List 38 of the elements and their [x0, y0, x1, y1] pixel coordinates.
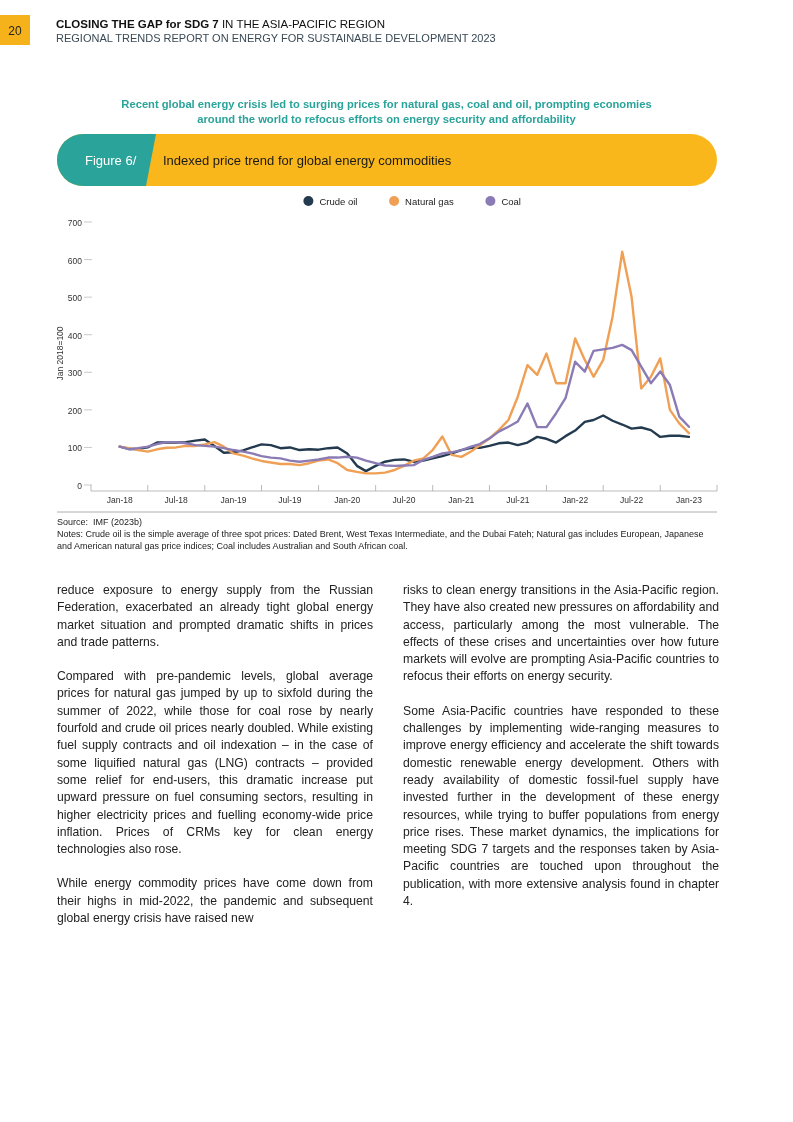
x-tick-label: Jan-22 [562, 495, 589, 505]
y-tick-label: 600 [67, 255, 83, 266]
text: Some Asia-Pacific countries have responded to these challenges by implementing wide-ranging measures to improve energy efficiency and accelerate the shift towards domestic renewable energy development. Others with ready availability of domestic fossil-fuel supply have invested further in the development of these energy resources, while trying to buffer populations from energy price rises. These market dynamics, the implications for meeting SDG 7 targets and the responses taken by Asia-Pacific countries are touched upon throughout the publication, with more extensive analysis found in chapter 4. [403, 703, 719, 909]
x-tick-label: Jul-19 [278, 495, 302, 505]
y-tick-label: 500 [67, 293, 83, 304]
legend-label: Coal [501, 195, 521, 207]
text: reduce exposure to energy supply from the Russian Federation, exacerbated an already tight global energy market situation and prompted dramatic shifts in prices and trade patterns. [57, 582, 373, 651]
legend-label: Crude oil [319, 195, 358, 207]
y-tick-label: 100 [67, 443, 83, 454]
x-tick-label: Jan-20 [334, 495, 361, 505]
x-tick-label: Jan-19 [220, 495, 247, 505]
x-tick-label: Jul-22 [620, 495, 644, 505]
source-note: Source: IMF (2023b) [57, 517, 143, 527]
y-tick-label: 700 [67, 218, 83, 228]
caption: Figure 6/ [85, 153, 137, 168]
text: IN THE ASIA-PACIFIC REGION [218, 18, 386, 30]
text: risks to clean energy transitions in the Asia-Pacific region. They have also created new pressures on affordability and access, particularly among the most vulnerable. The effects of these crises and uncertainties over how future markets will evolve are prompting Asia-Pacific countries to refocus their efforts on energy security. [403, 582, 719, 686]
x-tick-label: Jul-21 [506, 495, 530, 505]
x-tick-label: Jul-20 [392, 495, 416, 505]
text: CLOSING THE GAP for SDG 7 [56, 18, 219, 30]
x-tick-label: Jul-18 [164, 495, 188, 505]
text: REGIONAL TRENDS REPORT ON ENERGY FOR SUSTAINABLE DEVELOPMENT 2023 [56, 32, 496, 44]
line-series [118, 343, 691, 468]
y-tick-label: 400 [67, 330, 83, 341]
text: Compared with pre-pandemic levels, global average prices for natural gas jumped by up to sixfold during the summer of 2022, while those for coal rose by nearly fourfold and crude oil prices nearly doubled. While existing fuel supply contracts and oil indexation – in the case of some liquified natural gas (LNG) contracts – provided some relief for end-users, this dramatic increase put upward pressure on fuel consuming sectors, resulting in higher electricity prices and fuelling economy-wide price inflation. Prices of CRMs key for clean energy technologies also rose. [57, 669, 373, 857]
chart-title: Indexed price trend for global energy commodities [163, 153, 452, 168]
text: Notes: Crude oil is the simple average of three spot prices: Dated Brent, West Texas Intermediate, and the Dubai Fateh; Natural gas includes European, Japanese and American natural gas price indices; Coal includes Australian and South African coal. [57, 528, 705, 552]
x-tick-label: Jan-23 [675, 495, 703, 505]
y-tick-label: 0 [77, 481, 83, 491]
text: While energy commodity prices have come down from their highs in mid-2022, the pandemic and subsequent global energy crisis have raised new [57, 875, 373, 928]
x-tick-label: Jan-21 [448, 495, 475, 505]
y-tick-label: 200 [67, 405, 83, 416]
y-axis-title: Jan 2018=100 [55, 326, 65, 381]
chart-subtitle: Recent global energy crisis led to surging prices for natural gas, coal and oil, prompting economies around the world to refocus efforts on energy security and affordability [121, 98, 652, 125]
y-tick-label: 300 [67, 368, 83, 379]
x-tick-label: Jan-18 [106, 495, 133, 505]
text: 20 [8, 24, 22, 38]
legend-label: Natural gas [405, 195, 454, 207]
